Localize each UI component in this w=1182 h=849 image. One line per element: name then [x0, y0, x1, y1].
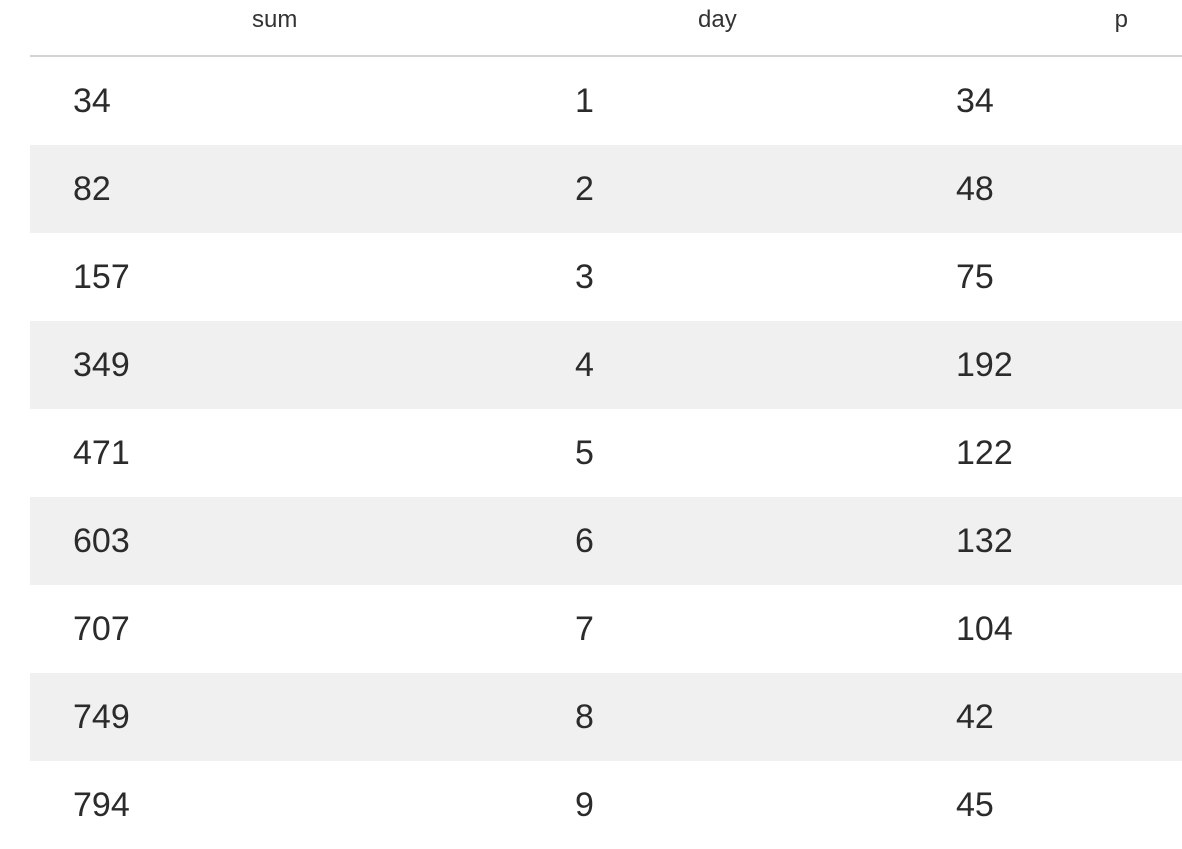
cell-sum: 82 — [30, 145, 530, 233]
cell-p: 75 — [956, 257, 994, 296]
cell-p: 122 — [956, 433, 1013, 472]
table-row: 349 4 192 — [30, 321, 1182, 409]
cell-p: 45 — [956, 785, 994, 824]
cell-sum: 707 — [73, 609, 130, 648]
table-row: 34 1 34 — [30, 56, 1182, 145]
cell-day: 2 — [530, 145, 911, 233]
cell-p: 192 — [911, 321, 1182, 409]
data-table-container: sum day p 34 1 34 82 2 48 157 3 75 349 — [30, 0, 1182, 849]
cell-p: 104 — [956, 609, 1013, 648]
table-row: 471 5 122 — [30, 409, 1182, 497]
table-row: 707 7 104 — [30, 585, 1182, 673]
cell-day: 5 — [575, 433, 594, 472]
table-body: 34 1 34 82 2 48 157 3 75 349 4 192 471 5 — [30, 56, 1182, 849]
cell-day: 3 — [575, 257, 594, 296]
cell-p: 42 — [911, 673, 1182, 761]
cell-day: 1 — [575, 81, 594, 120]
cell-p: 34 — [956, 81, 994, 120]
cell-day: 4 — [530, 321, 911, 409]
cell-sum: 794 — [73, 785, 130, 824]
cell-p: 48 — [911, 145, 1182, 233]
table-row: 794 9 45 — [30, 761, 1182, 849]
cell-day: 9 — [575, 785, 594, 824]
cell-day: 8 — [530, 673, 911, 761]
table-row: 749 8 42 — [30, 673, 1182, 761]
column-header-p[interactable]: p — [911, 0, 1182, 57]
cell-sum: 157 — [73, 257, 130, 296]
cell-sum: 349 — [30, 321, 530, 409]
column-header-day[interactable]: day — [530, 0, 911, 57]
cell-day: 7 — [575, 609, 594, 648]
cell-sum: 603 — [30, 497, 530, 585]
column-header-sum[interactable]: sum — [30, 0, 530, 57]
table-header: sum day p — [30, 0, 1182, 57]
header-row: sum day p — [30, 0, 1182, 57]
cell-p: 132 — [911, 497, 1182, 585]
table-row: 603 6 132 — [30, 497, 1182, 585]
table-row: 82 2 48 — [30, 145, 1182, 233]
cell-sum: 471 — [73, 433, 130, 472]
cell-sum: 749 — [30, 673, 530, 761]
cell-day: 6 — [530, 497, 911, 585]
cell-sum: 34 — [73, 81, 111, 120]
table-row: 157 3 75 — [30, 233, 1182, 321]
data-table: sum day p 34 1 34 82 2 48 157 3 75 349 — [30, 0, 1182, 849]
